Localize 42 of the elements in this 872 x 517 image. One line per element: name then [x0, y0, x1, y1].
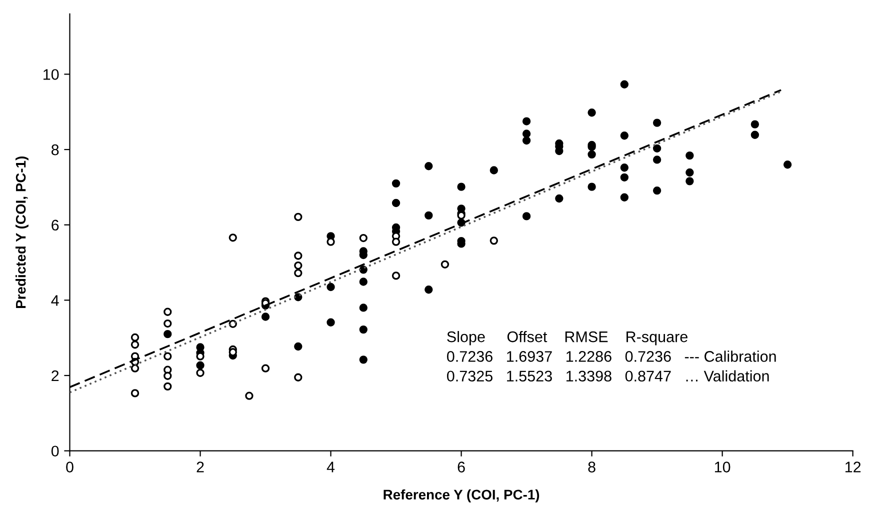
- y-tick-label: 4: [51, 295, 59, 306]
- point: [392, 272, 400, 280]
- y-axis-title: Predicted Y (COI, PC-1): [16, 156, 28, 308]
- point: [326, 238, 335, 246]
- y-tick-label: 0: [51, 446, 59, 457]
- point: [130, 364, 140, 372]
- x-tick-label: 8: [588, 462, 596, 472]
- point: [130, 389, 140, 398]
- annotation: 0.7325 1.5523 1.3398 0.8747 … Validation: [447, 370, 769, 382]
- point: [490, 236, 498, 245]
- point: [196, 368, 204, 377]
- x-tick-label: 12: [845, 462, 861, 472]
- point: [130, 340, 140, 349]
- y-tick-label: 6: [52, 220, 59, 231]
- annotation: 0.7236 1.6937 1.2286 0.7236 --- Calibration: [447, 350, 776, 362]
- point: [359, 234, 368, 242]
- x-axis-title: Reference Y (COI, PC-1): [384, 489, 540, 502]
- point: [294, 268, 302, 278]
- point: [164, 308, 172, 316]
- y-tick-label: 10: [44, 69, 59, 80]
- point: [164, 319, 172, 328]
- point: [440, 260, 450, 268]
- point: [294, 373, 302, 382]
- point: [130, 333, 140, 342]
- x-tick-label: 10: [714, 462, 730, 472]
- point: [294, 261, 302, 270]
- point: [392, 238, 400, 246]
- point: [245, 392, 254, 400]
- y-tick-label: 8: [52, 144, 59, 156]
- x-tick-label: 4: [326, 462, 335, 472]
- point: [261, 364, 270, 372]
- point: [294, 212, 302, 222]
- x-tick-label: 2: [196, 462, 204, 472]
- point: [164, 382, 172, 391]
- point: [164, 352, 172, 360]
- point: [294, 252, 302, 260]
- x-tick-label: 6: [458, 462, 465, 472]
- y-tick-label: 2: [52, 370, 59, 382]
- x-tick-label: 0: [66, 462, 74, 472]
- point: [228, 234, 237, 242]
- annotation: Slope Offset RMSE R-square: [447, 330, 688, 346]
- point: [164, 372, 172, 380]
